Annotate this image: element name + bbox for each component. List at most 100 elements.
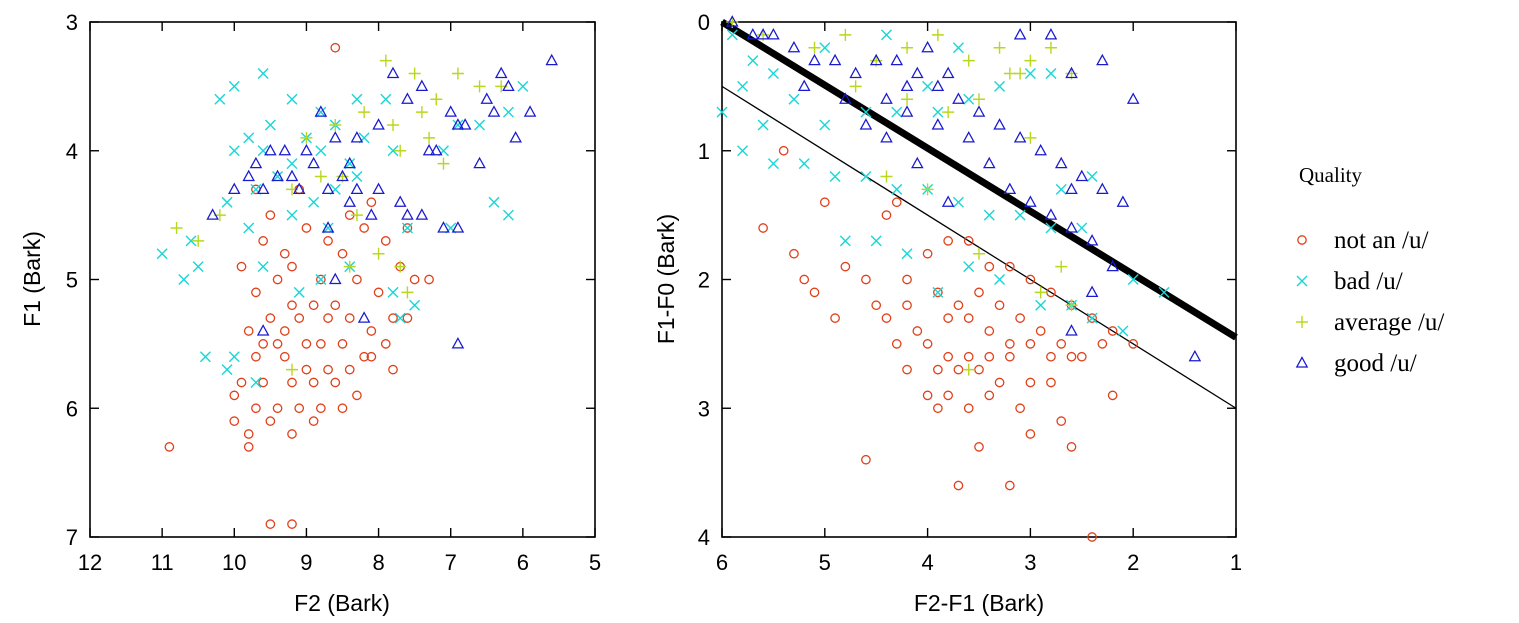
data-point-triangle	[941, 195, 955, 207]
data-point-x	[1117, 325, 1129, 337]
data-point-x	[798, 158, 810, 170]
data-point-plus	[901, 93, 914, 106]
data-point-triangle	[859, 118, 873, 130]
data-point-x	[250, 183, 262, 195]
data-point-plus	[329, 119, 342, 131]
data-point-circle	[323, 236, 333, 246]
data-point-triangle	[422, 143, 436, 156]
data-point-triangle	[725, 15, 739, 27]
data-point-triangle	[849, 66, 862, 79]
data-point-circle	[963, 351, 974, 362]
data-point-plus	[901, 41, 914, 54]
data-point-circle	[1004, 351, 1015, 362]
left-y-tick-label: 3	[66, 10, 78, 35]
data-point-circle	[984, 351, 995, 362]
boundary-line-thick	[720, 19, 1238, 341]
data-point-circle	[871, 300, 882, 311]
right-x-tick-label: 6	[716, 550, 728, 575]
data-point-x	[452, 119, 464, 131]
data-point-triangle	[900, 79, 914, 92]
data-point-x	[819, 119, 831, 131]
data-point-circle	[337, 403, 348, 414]
data-point-triangle	[285, 169, 299, 182]
data-point-x	[315, 274, 327, 285]
data-point-plus	[379, 54, 392, 67]
data-point-triangle	[1096, 182, 1109, 195]
data-point-circle	[344, 364, 355, 375]
data-point-triangle	[1085, 285, 1099, 298]
data-point-circle	[1035, 326, 1046, 336]
data-point-circle	[380, 339, 391, 349]
boundary-line-thin	[721, 85, 1237, 409]
data-point-plus	[350, 209, 363, 222]
data-point-triangle	[458, 118, 472, 130]
data-point-circle	[287, 377, 297, 388]
legend-marker-circle	[1297, 235, 1307, 245]
data-point-triangle	[451, 337, 465, 349]
data-point-circle	[789, 248, 799, 259]
data-point-plus	[921, 183, 934, 196]
legend-label: not an /u/	[1334, 227, 1428, 254]
legend-title-box	[1276, 150, 1406, 200]
data-point-triangle	[393, 195, 407, 207]
data-point-x	[952, 42, 964, 54]
data-point-triangle	[756, 28, 770, 40]
data-point-circle	[352, 390, 362, 401]
data-point-circle	[974, 287, 984, 298]
data-point-circle	[912, 326, 923, 336]
data-point-x	[767, 158, 779, 170]
data-point-circle	[337, 248, 348, 259]
data-point-plus	[1003, 67, 1016, 80]
data-point-triangle	[372, 182, 385, 195]
data-point-triangle	[415, 79, 429, 92]
data-point-circle	[373, 287, 384, 298]
data-point-x	[221, 196, 233, 208]
data-point-circle	[963, 313, 974, 323]
data-point-circle	[229, 416, 240, 426]
data-point-circle	[265, 210, 276, 220]
data-point-circle	[258, 339, 268, 349]
data-point-plus	[1044, 41, 1057, 54]
data-point-x	[1045, 68, 1057, 79]
left-x-tick-label: 6	[517, 550, 529, 575]
data-point-circle	[1097, 339, 1108, 349]
data-point-triangle	[982, 156, 996, 169]
data-point-x	[952, 196, 964, 208]
right-y-tick-label: 3	[698, 396, 710, 421]
data-point-circle	[861, 274, 871, 285]
data-point-triangle	[343, 195, 357, 207]
left-x-tick-label: 9	[300, 550, 312, 575]
data-point-x	[1014, 209, 1026, 221]
data-point-triangle	[911, 156, 924, 169]
data-point-plus	[343, 260, 356, 273]
data-point-triangle	[1065, 324, 1078, 336]
left-x-tick-label: 10	[222, 550, 246, 575]
data-point-plus	[931, 28, 944, 41]
data-point-triangle	[350, 131, 364, 143]
data-point-circle	[994, 300, 1005, 311]
data-point-x	[243, 132, 255, 144]
data-point-triangle	[271, 169, 284, 182]
data-point-circle	[1015, 403, 1025, 414]
data-point-circle	[1046, 287, 1056, 298]
right-y-tick-label: 1	[698, 139, 710, 164]
data-point-x	[322, 222, 334, 234]
data-point-x	[315, 106, 327, 118]
data-point-circle	[301, 364, 312, 375]
data-point-x	[286, 93, 298, 105]
data-point-circle	[840, 261, 851, 272]
data-point-plus	[942, 106, 955, 119]
data-point-plus	[300, 131, 313, 144]
data-point-triangle	[494, 66, 508, 79]
data-point-circle	[933, 287, 943, 298]
data-point-plus	[394, 260, 407, 273]
data-point-circle	[287, 429, 297, 439]
data-point-triangle	[372, 118, 385, 130]
data-point-circle	[366, 326, 377, 336]
data-point-circle	[943, 390, 954, 401]
data-point-circle	[881, 210, 892, 220]
data-point-triangle	[487, 105, 501, 117]
data-point-circle	[984, 261, 995, 272]
right-x-axis-label: F2-F1 (Bark)	[914, 590, 1044, 616]
data-point-plus	[880, 170, 893, 183]
